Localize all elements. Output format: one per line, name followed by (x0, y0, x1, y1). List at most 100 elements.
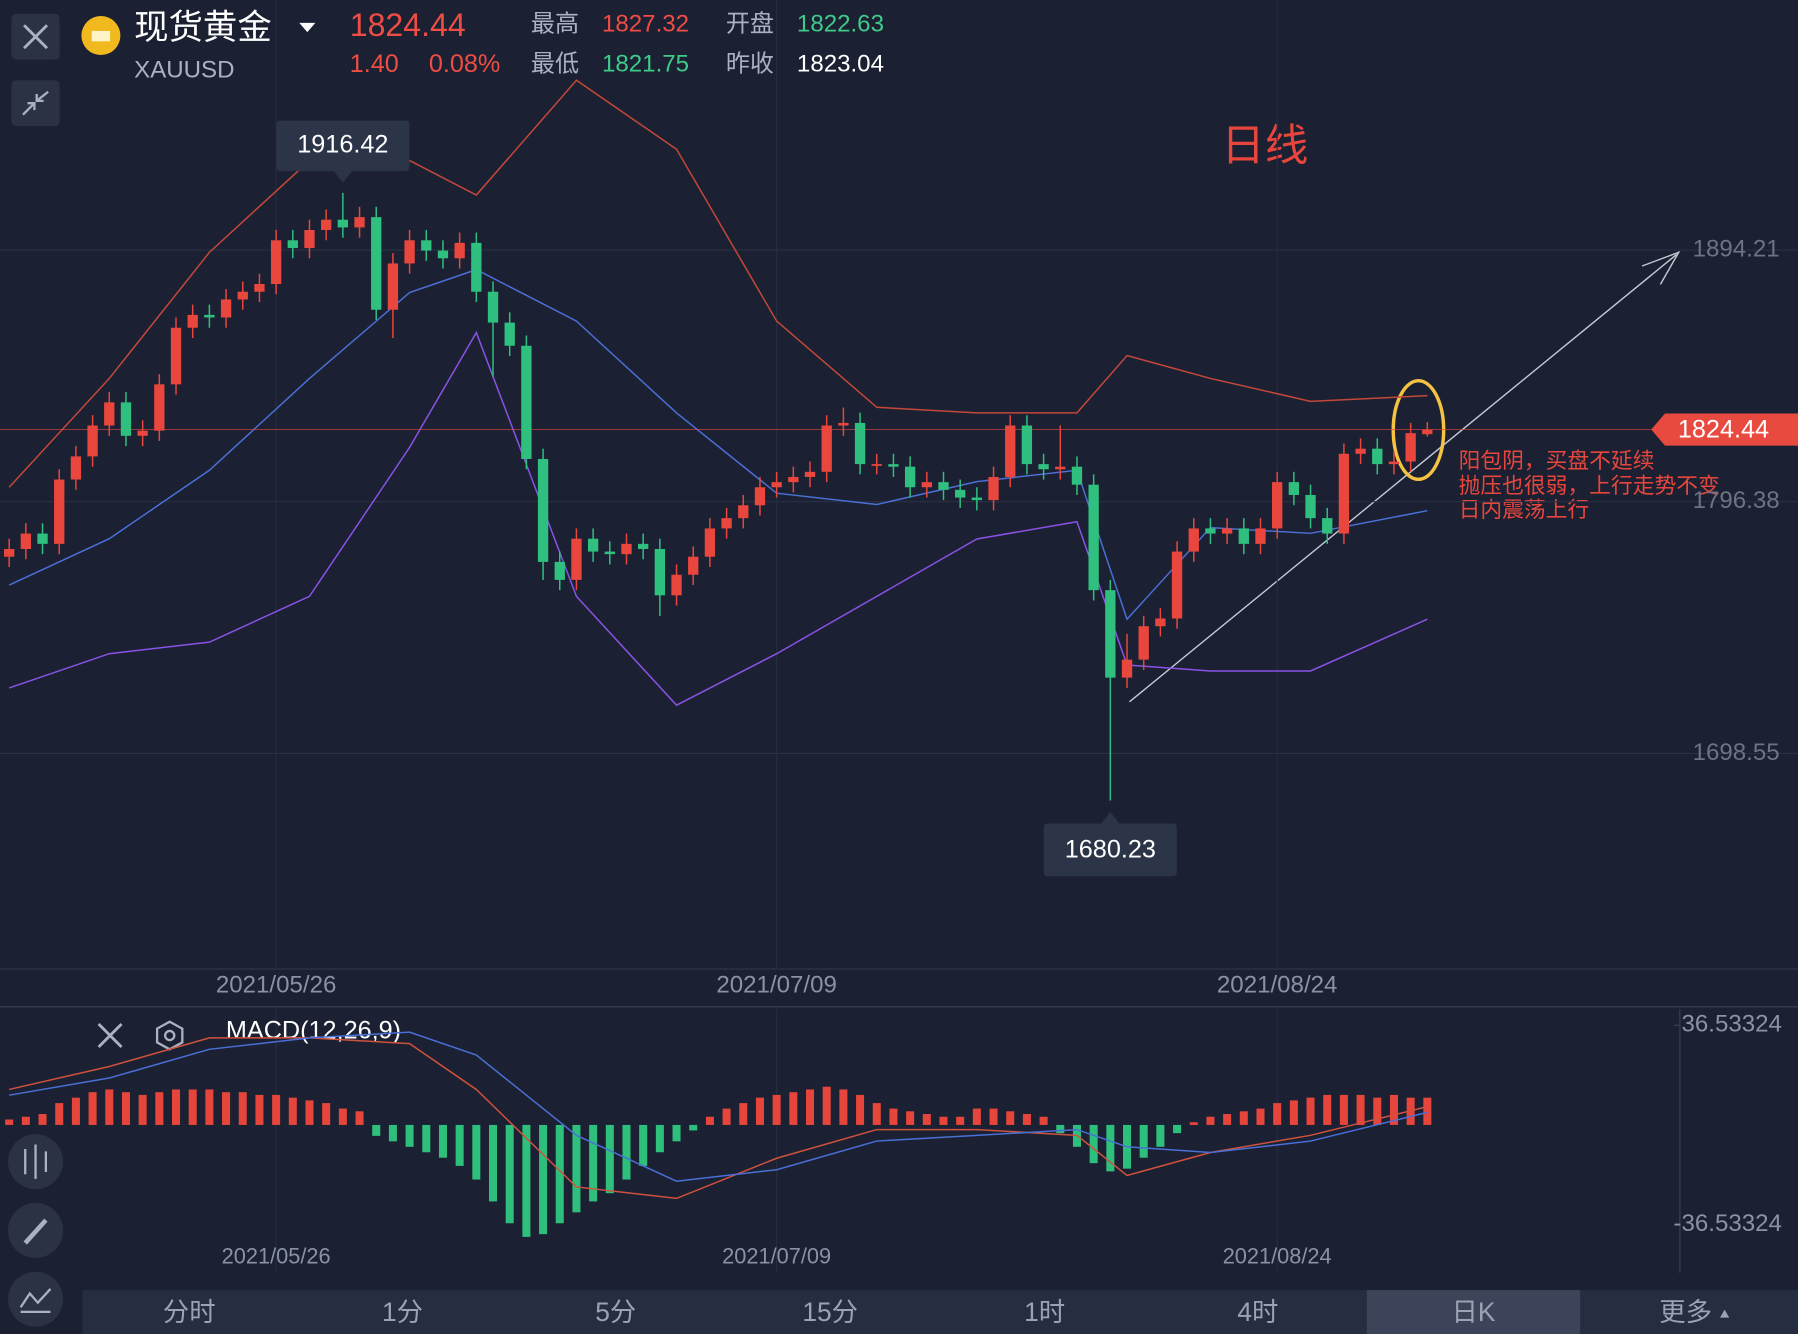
macd-bar (5, 1119, 14, 1125)
macd-bar (255, 1094, 264, 1125)
macd-bar (388, 1124, 397, 1142)
candle-body (1422, 429, 1433, 435)
price-tag-label: 1824.44 (1678, 415, 1769, 443)
tab[interactable]: 1分 (382, 1297, 423, 1327)
tool-icon (23, 1218, 48, 1245)
instrument-name[interactable]: 现货黄金 (134, 9, 272, 47)
change: 1.40 (350, 50, 399, 78)
candle-body (988, 476, 999, 501)
candle-body (471, 242, 482, 292)
macd-bar (305, 1100, 314, 1125)
candle-body (1338, 453, 1350, 534)
macd-bar (55, 1103, 64, 1125)
macd-bar (222, 1092, 231, 1125)
macd-bar (455, 1124, 464, 1166)
candle-body (1105, 590, 1116, 678)
macd-bar (272, 1094, 281, 1125)
macd-bar (906, 1111, 915, 1125)
candle-body (788, 476, 799, 483)
macd-bar (1423, 1097, 1432, 1125)
candle-body (1355, 448, 1366, 454)
macd-bar (522, 1124, 531, 1237)
macd-bar (989, 1108, 998, 1125)
candle-body (838, 422, 849, 426)
candle-body (871, 464, 882, 466)
candle-body (854, 422, 866, 465)
candle-body (704, 528, 716, 557)
y-tick-label: 1698.55 (1693, 739, 1780, 766)
candle-body (1071, 466, 1083, 485)
stat-label: 开盘 (726, 11, 774, 38)
candle-body (1272, 482, 1283, 529)
candle-body (1388, 461, 1400, 465)
candle-body (1005, 425, 1016, 477)
candle-body (120, 402, 132, 436)
macd-bar (939, 1116, 948, 1125)
macd-bar (689, 1124, 698, 1131)
period-note: 日线 (1221, 123, 1308, 171)
macd-bar (372, 1124, 381, 1136)
tab[interactable]: 1时 (1024, 1297, 1065, 1327)
candle-body (1188, 528, 1199, 552)
candle-body (1088, 484, 1099, 591)
candle-body (521, 345, 532, 459)
change-pct: 0.08% (429, 50, 501, 78)
tab[interactable]: 日K (1452, 1297, 1496, 1327)
candle-body (1322, 518, 1333, 534)
dropdown-arrow[interactable] (299, 22, 316, 33)
candle-body (287, 240, 298, 249)
macd-bar (889, 1108, 898, 1125)
tab[interactable]: 4时 (1237, 1297, 1278, 1327)
candle-body (20, 533, 32, 550)
macd-bar (1189, 1122, 1198, 1125)
macd-bar (572, 1124, 581, 1213)
tab[interactable]: 更多 (1659, 1297, 1712, 1327)
candle-body (1155, 618, 1166, 627)
macd-bar (1339, 1094, 1348, 1125)
candle-body (1255, 528, 1266, 544)
low-value: 1821.75 (602, 51, 689, 78)
candle-body (821, 425, 832, 472)
candle-body (187, 314, 198, 328)
bollinger-line (8, 330, 1428, 707)
macd-bar (705, 1116, 714, 1125)
candle-body (321, 219, 332, 230)
shrink-button[interactable] (11, 80, 60, 127)
candle-body (454, 242, 465, 259)
y-tick-label: 1796.38 (1693, 487, 1780, 514)
candle-body (1405, 433, 1416, 462)
tab[interactable]: 15分 (802, 1297, 858, 1327)
candle-body (371, 217, 382, 310)
macd-bar (355, 1111, 364, 1125)
tab[interactable]: 分时 (163, 1297, 216, 1327)
macd-bar (622, 1124, 631, 1180)
highlight-ellipse (1391, 378, 1446, 482)
candle-body (638, 543, 649, 550)
remove-indicator[interactable] (97, 1023, 123, 1048)
bollinger-line (8, 79, 1428, 488)
candle-body (154, 384, 165, 431)
macd-bar (1306, 1097, 1315, 1125)
low-bubble (1043, 823, 1177, 877)
macd-bar (1022, 1114, 1031, 1125)
x-tick-label: 2021/05/26 (216, 972, 337, 999)
candle-body (87, 425, 98, 457)
arrow-head (1641, 250, 1681, 285)
candle-body (387, 263, 399, 310)
macd-bar (789, 1092, 798, 1125)
bollinger-line (8, 268, 1428, 621)
macd-bar (1239, 1111, 1248, 1125)
macd-bar (322, 1103, 331, 1125)
stat-label: 最高 (531, 11, 579, 38)
candle-body (4, 549, 15, 557)
candle-body (37, 533, 48, 544)
macd-bar (1173, 1124, 1182, 1134)
low-label: 1680.23 (1065, 836, 1156, 864)
candle-body (1038, 464, 1049, 470)
symbol: XAUUSD (134, 56, 234, 83)
x-tick-label: 2021/07/09 (716, 972, 837, 999)
tab[interactable]: 5分 (595, 1297, 636, 1327)
candle-body (354, 217, 365, 228)
candle-body (1055, 466, 1066, 470)
